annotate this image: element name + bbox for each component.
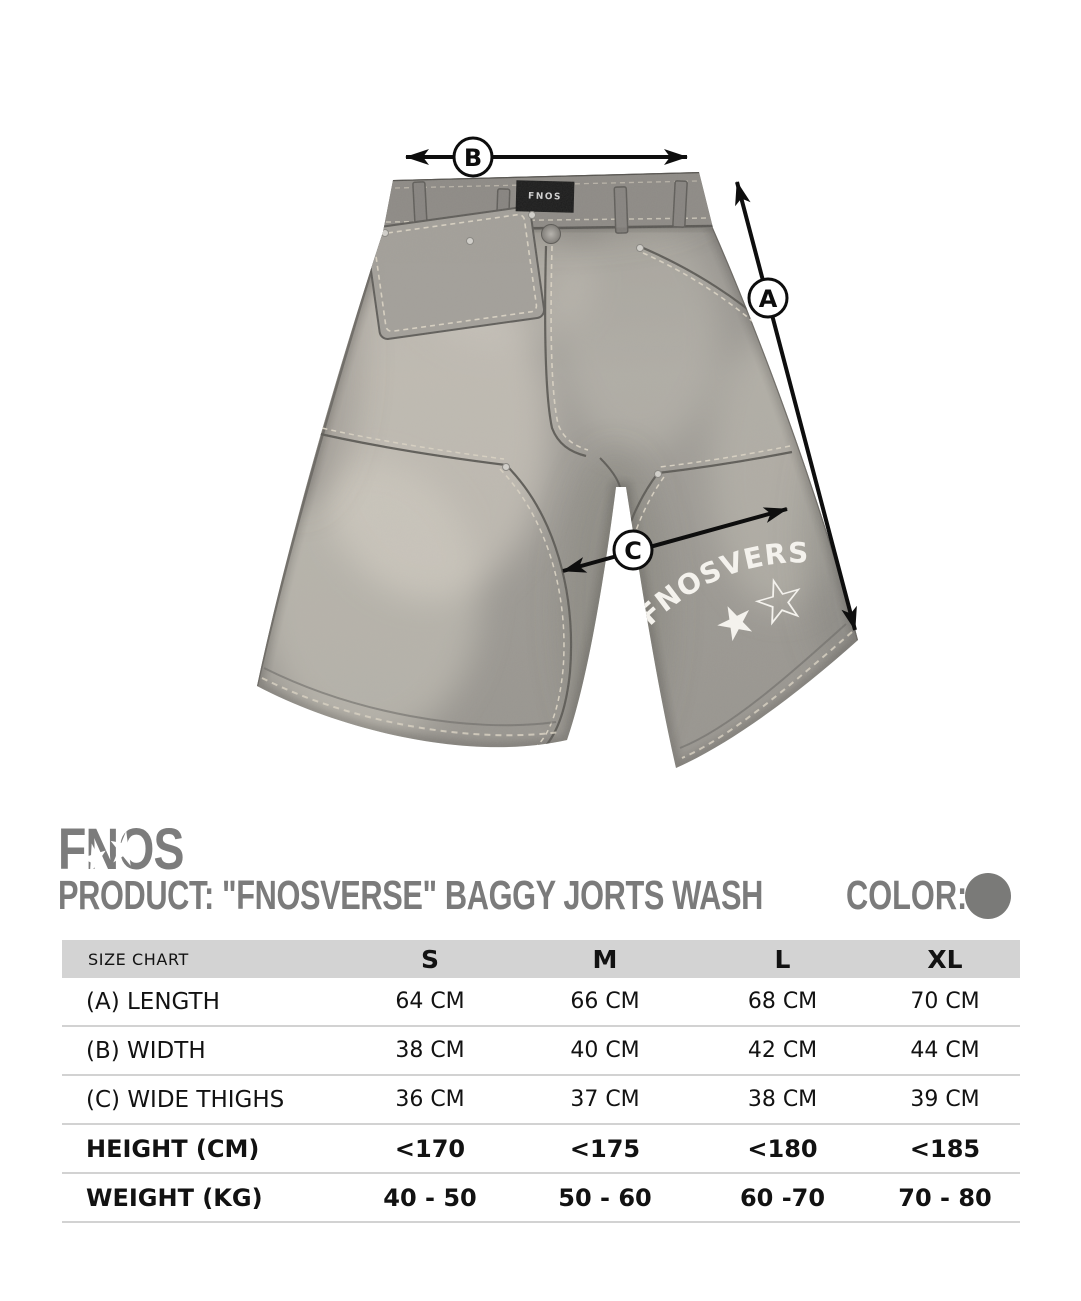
cell: <175 bbox=[569, 1134, 641, 1163]
cell: 60 -70 bbox=[739, 1183, 826, 1212]
column-header-m: M bbox=[592, 944, 618, 974]
cell: 37 CM bbox=[570, 1087, 640, 1112]
row-label: HEIGHT (CM) bbox=[86, 1134, 260, 1163]
product-figure: FNOS FNOSVERSE ★ bbox=[257, 136, 858, 768]
cell: 70 CM bbox=[910, 989, 980, 1014]
cell: 42 CM bbox=[747, 1038, 818, 1063]
cell: 40 CM bbox=[570, 1038, 640, 1063]
measure-c: C bbox=[562, 507, 788, 573]
brand-logo-text: FNOS bbox=[58, 817, 185, 882]
cell: <180 bbox=[747, 1134, 818, 1163]
product-title: PRODUCT: "FNOSVERSE" BAGGY JORTS WASH bbox=[58, 872, 763, 918]
table-row-width: (B) WIDTH 38 CM 40 CM 42 CM 44 CM bbox=[62, 1027, 1020, 1076]
cell: <185 bbox=[909, 1134, 981, 1163]
size-chart: SIZE CHART S M L XL (A) LENGTH 64 CM 66 … bbox=[62, 940, 1020, 1223]
cell: 64 CM bbox=[395, 989, 465, 1014]
cell: 44 CM bbox=[910, 1038, 980, 1063]
table-row-wide-thighs: (C) WIDE THIGHS 36 CM 37 CM 38 CM 39 CM bbox=[62, 1076, 1020, 1125]
measure-a: A bbox=[735, 181, 857, 631]
star-icon: ★ bbox=[104, 818, 143, 878]
cell: 39 CM bbox=[910, 1087, 980, 1112]
table-row-length: (A) LENGTH 64 CM 66 CM 68 CM 70 CM bbox=[62, 978, 1020, 1027]
cell: 38 CM bbox=[395, 1038, 465, 1063]
column-header-l: L bbox=[774, 944, 791, 974]
measure-a-label: A bbox=[759, 285, 778, 313]
cell: 50 - 60 bbox=[558, 1183, 652, 1212]
column-header-xl: XL bbox=[927, 944, 963, 974]
size-chart-header: SIZE CHART S M L XL bbox=[62, 940, 1020, 978]
cell: 40 - 50 bbox=[383, 1183, 477, 1212]
cell: 70 - 80 bbox=[898, 1183, 992, 1212]
measure-b: B bbox=[405, 136, 688, 178]
brand-logo: FNOS ★ ★ bbox=[58, 818, 185, 885]
row-label: (A) LENGTH bbox=[86, 988, 220, 1015]
color-label: COLOR: bbox=[846, 872, 968, 918]
cell: 38 CM bbox=[747, 1087, 818, 1112]
row-label: (B) WIDTH bbox=[86, 1037, 206, 1064]
table-row-height: HEIGHT (CM) <170 <175 <180 <185 bbox=[62, 1125, 1020, 1174]
column-header-s: S bbox=[420, 944, 439, 974]
cell: <170 bbox=[394, 1134, 466, 1163]
size-chart-title: SIZE CHART bbox=[88, 949, 189, 969]
cell: 68 CM bbox=[747, 989, 818, 1014]
row-label: (C) WIDE THIGHS bbox=[86, 1086, 285, 1113]
measure-b-label: B bbox=[464, 144, 482, 172]
table-row-weight: WEIGHT (KG) 40 - 50 50 - 60 60 -70 70 - … bbox=[62, 1174, 1020, 1223]
measure-arrows: B A C bbox=[405, 136, 857, 631]
cell: 36 CM bbox=[395, 1087, 465, 1112]
cell: 66 CM bbox=[570, 989, 640, 1014]
row-label: WEIGHT (KG) bbox=[86, 1183, 263, 1212]
color-swatch bbox=[965, 873, 1011, 919]
shorts-photo: FNOS FNOSVERSE ★ bbox=[257, 172, 858, 768]
measure-c-label: C bbox=[624, 537, 642, 565]
